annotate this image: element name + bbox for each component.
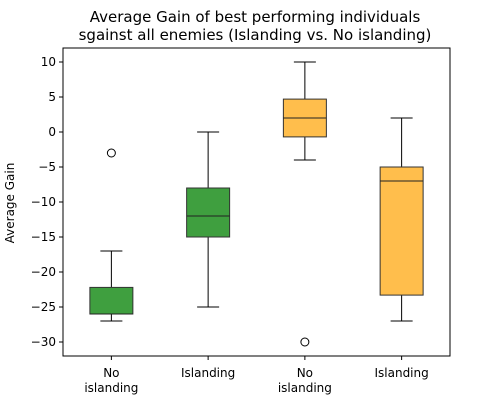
box-iqr	[186, 187, 231, 238]
y-tick-label: −5	[38, 160, 56, 174]
x-tick-label: Islanding	[181, 366, 235, 380]
y-tick-label: 5	[48, 90, 56, 104]
y-tick-label: −30	[31, 335, 56, 349]
chart-title-line-2: sgainst all enemies (Islanding vs. No is…	[79, 26, 432, 44]
x-tick-label: No islanding	[278, 366, 332, 395]
outlier-point	[300, 337, 310, 347]
box-iqr	[379, 166, 424, 296]
x-tick-label-line: No	[103, 366, 119, 380]
x-tick-label: Islanding	[374, 366, 428, 380]
x-tick-label-line: No	[297, 366, 313, 380]
chart-title-line-1: Average Gain of best performing individu…	[90, 8, 421, 26]
y-tick-label: 10	[41, 55, 56, 69]
x-tick-label-line: islanding	[278, 381, 332, 395]
outlier-point	[106, 148, 116, 158]
y-tick-label: 0	[48, 125, 56, 139]
y-tick-label: −10	[31, 195, 56, 209]
box-iqr	[89, 286, 134, 315]
x-tick-label-line: Islanding	[374, 366, 428, 380]
y-tick-label: −20	[31, 265, 56, 279]
y-tick-label: −15	[31, 230, 56, 244]
y-axis-label: Average Gain	[3, 163, 17, 244]
y-tick-label: −25	[31, 300, 56, 314]
x-tick-label-line: Islanding	[181, 366, 235, 380]
x-tick-label: No islanding	[84, 366, 138, 395]
x-tick-label-line: islanding	[84, 381, 138, 395]
